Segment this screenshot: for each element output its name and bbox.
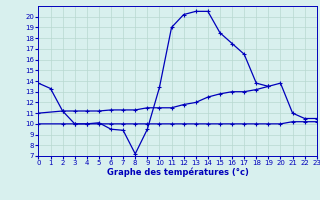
X-axis label: Graphe des températures (°c): Graphe des températures (°c) (107, 168, 249, 177)
